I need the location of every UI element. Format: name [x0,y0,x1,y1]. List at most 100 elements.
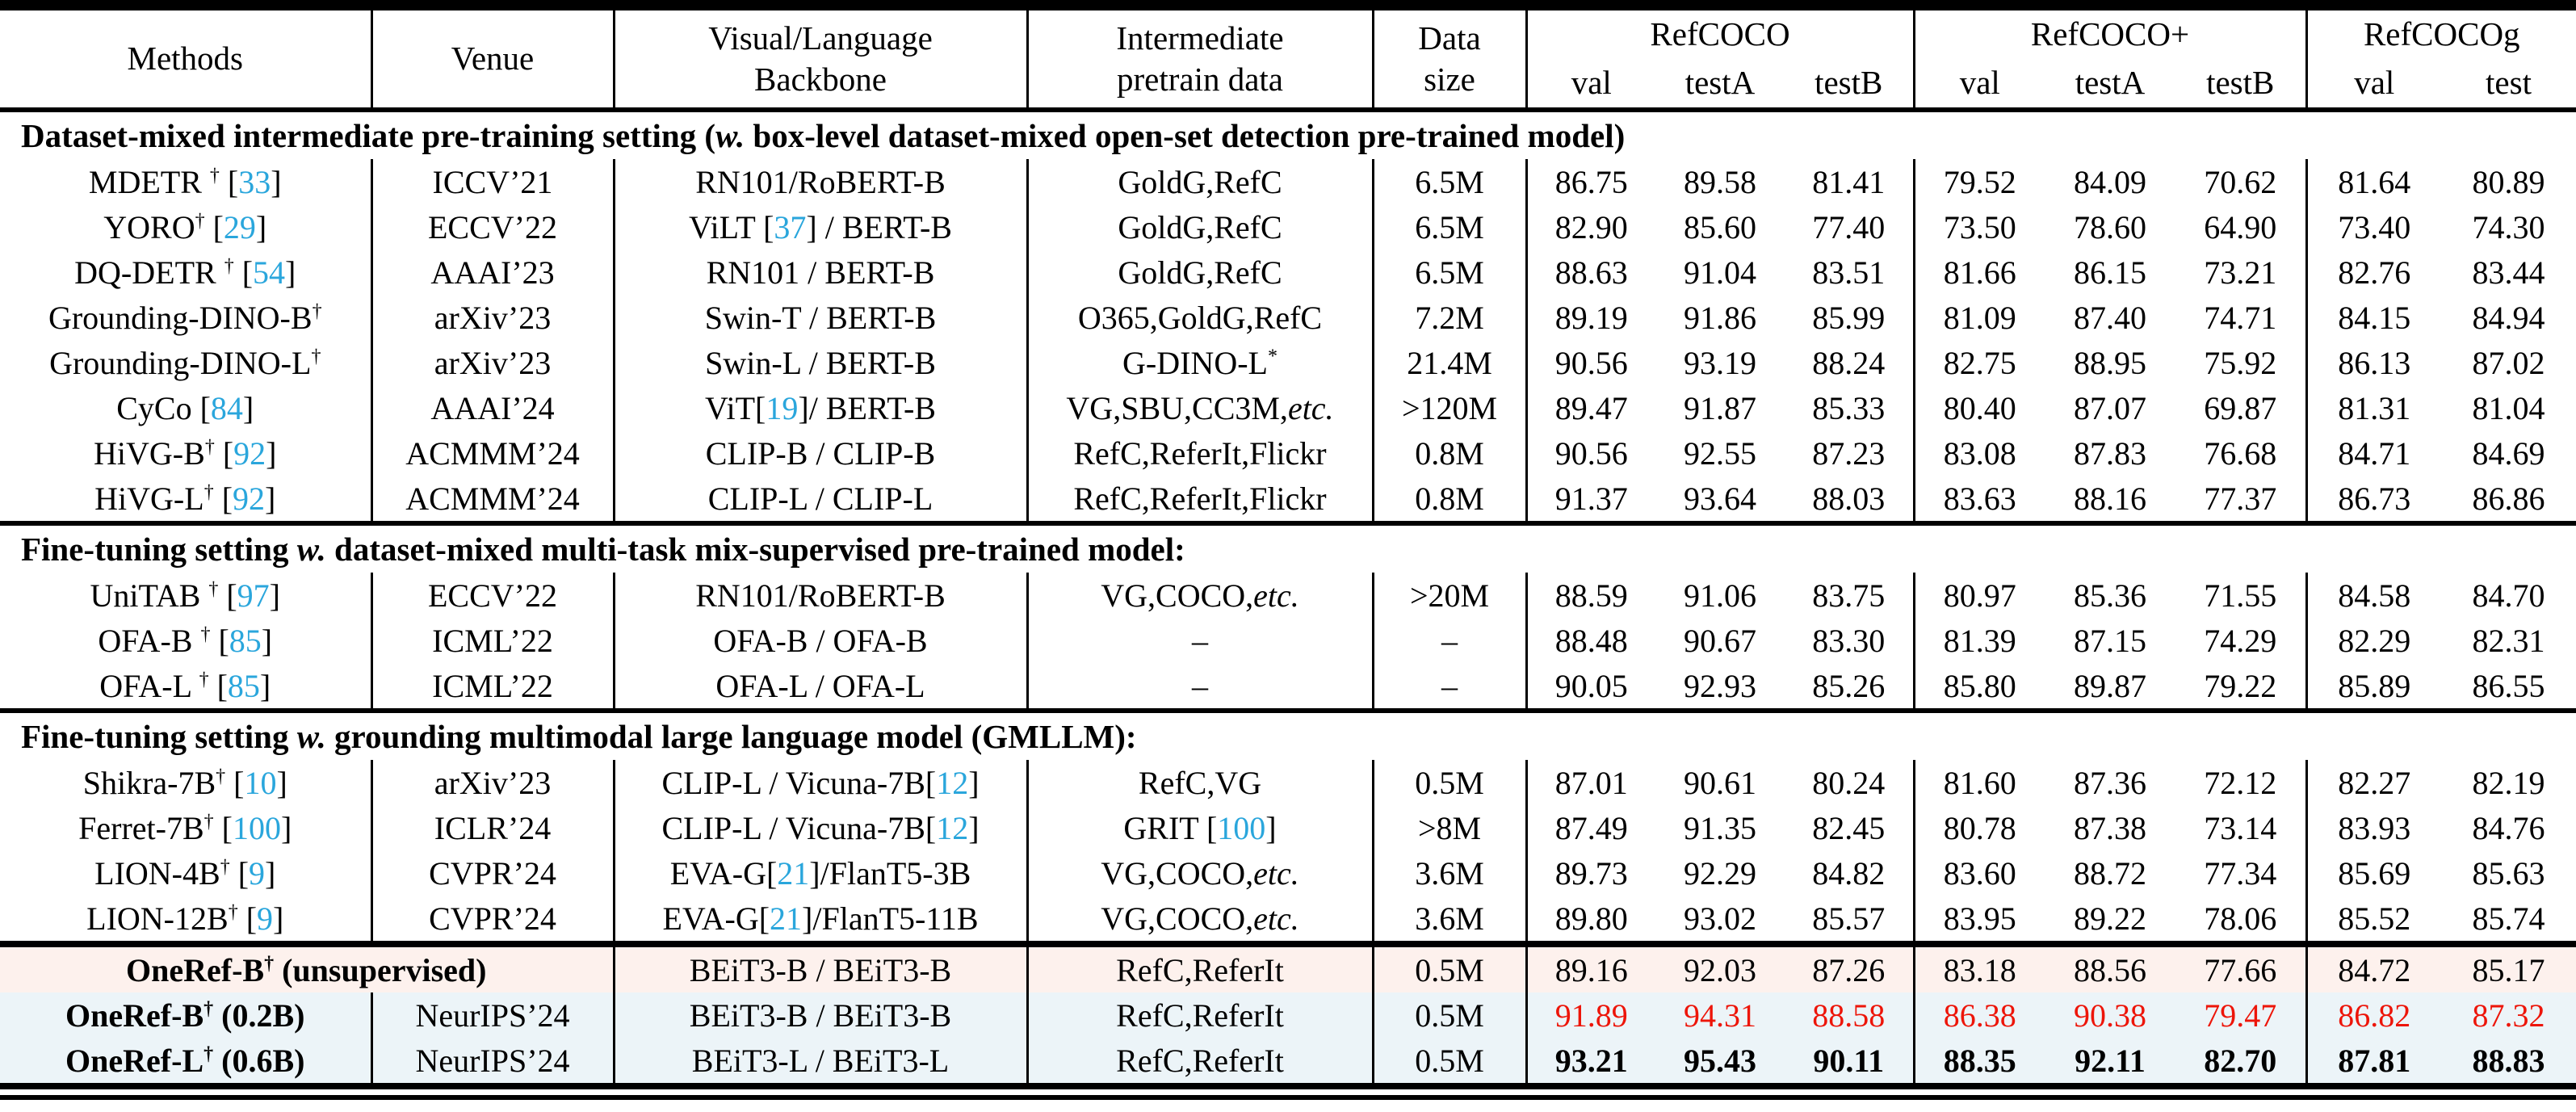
cell-refcocog-val: 84.72 [2305,947,2441,992]
table-row: UniTAB † [97] ECCV’22 RN101/RoBERT-B VG,COC… [0,573,2576,618]
col-header-refcocoplus: RefCOCO+ [1912,10,2306,59]
citation-link[interactable]: 85 [229,622,262,659]
cell-backbone: BEiT3-B / BEiT3-B [612,992,1027,1038]
cell-refcoco-val: 89.73 [1525,850,1655,896]
cell-backbone: CLIP-L / Vicuna-7B[12] [612,760,1027,805]
cell-method: YORO† [29] [103,208,267,245]
col-header-refcocog: RefCOCOg [2305,10,2576,59]
cell-datasize: – [1371,618,1526,663]
citation-link[interactable]: 21 [777,854,810,892]
citation-link[interactable]: 92 [233,480,266,517]
cell-refcoco-testa: 93.19 [1684,344,1756,381]
citation-link[interactable]: 19 [766,389,799,426]
cell-refcocog-test: 74.30 [2472,208,2545,245]
cell-refcocog-val: 85.89 [2305,663,2441,708]
section-title-row: Dataset-mixed intermediate pre-training … [0,112,2576,159]
citation-link[interactable]: 85 [227,667,260,704]
dagger-symbol: † [204,436,215,458]
dagger-symbol: † [264,953,275,975]
citation-link[interactable]: 33 [238,163,271,200]
cell-refcoco-val: 89.47 [1525,385,1655,430]
cell-refcoco-testb: 85.33 [1812,389,1886,426]
cell-refcoco-testb: 82.45 [1812,809,1886,846]
cell-refcocog-val: 86.82 [2305,992,2441,1038]
cell-refcocoplus-testa: 87.83 [2074,434,2146,472]
cell-refcocoplus-val: 80.97 [1912,573,2045,618]
cell-backbone: OFA-L / OFA-L [612,663,1027,708]
dagger-symbol: † [203,1043,214,1065]
cell-method: OFA-L † [85] [99,667,271,704]
cell-pretrain: GoldG,RefC [1026,250,1373,295]
cell-refcoco-testb: 87.23 [1812,434,1886,472]
cell-backbone: RN101 / BERT-B [612,250,1027,295]
cell-refcoco-val: 87.01 [1525,760,1655,805]
cell-refcoco-val: 88.48 [1525,618,1655,663]
cell-method: Grounding-DINO-L† [49,344,321,381]
cell-refcocoplus-testa: 87.15 [2074,622,2146,659]
citation-link[interactable]: 37 [774,208,807,245]
citation-link[interactable]: 9 [249,854,266,892]
cell-refcoco-val: 88.59 [1525,573,1655,618]
cell-venue: NeurIPS’24 [370,1038,614,1083]
cell-pretrain: GRIT [100] [1026,805,1373,850]
cell-backbone: CLIP-B / CLIP-B [612,430,1027,476]
cell-refcocoplus-testa: 89.22 [2074,900,2146,937]
cell-venue: ECCV’22 [370,573,614,618]
cell-refcoco-testb: 83.30 [1812,622,1886,659]
bottom-rule-gap [0,1089,2576,1095]
cell-pretrain: G-DINO-L* [1026,340,1373,385]
cell-refcocoplus-testa: 90.38 [2045,992,2175,1038]
cell-refcocoplus-val: 81.66 [1912,250,2045,295]
col-header-refcoco-testb: testB [1815,64,1883,102]
citation-link[interactable]: 10 [244,764,277,801]
cell-datasize: 6.5M [1371,159,1526,204]
cell-refcocoplus-testb: 64.90 [2204,208,2277,245]
cell-refcocog-val: 84.15 [2305,295,2441,340]
cell-refcoco-testb: 85.57 [1812,900,1886,937]
cell-method: UniTAB † [97] [90,577,280,614]
citation-link[interactable]: 54 [253,254,286,291]
citation-link[interactable]: 12 [936,764,969,801]
cell-refcoco-val: 91.37 [1525,476,1655,521]
cell-refcocoplus-testb: 79.47 [2175,992,2306,1038]
col-header-pretrain: Intermediate pretrain data [1026,10,1373,107]
cell-pretrain: RefC,ReferIt,Flickr [1026,430,1373,476]
citation-link[interactable]: 97 [237,577,270,614]
citation-link[interactable]: 100 [1217,809,1266,846]
cell-refcoco-val: 90.56 [1525,340,1655,385]
cell-refcocoplus-testb: 74.29 [2204,622,2277,659]
citation-link[interactable]: 92 [233,434,266,472]
star-symbol: * [1267,346,1278,367]
section-title: Dataset-mixed intermediate pre-training … [21,117,1626,154]
cell-refcocoplus-testb: 78.06 [2204,900,2277,937]
col-header-refcoco-testa: testA [1684,64,1756,102]
cell-datasize: 0.8M [1371,476,1526,521]
top-rule-row [0,0,2576,10]
citation-link[interactable]: 84 [210,389,243,426]
cell-pretrain: O365,GoldG,RefC [1026,295,1373,340]
citation-link[interactable]: 9 [257,900,274,937]
cell-venue: AAAI’23 [370,250,614,295]
cell-refcocoplus-testa: 78.60 [2074,208,2146,245]
cell-refcoco-testb: 88.58 [1785,992,1914,1038]
cell-refcoco-testa: 90.67 [1684,622,1756,659]
cell-pretrain: – [1026,618,1373,663]
cell-method: HiVG-B† [92] [94,434,277,472]
cell-refcoco-testa: 93.02 [1684,900,1756,937]
citation-link[interactable]: 21 [770,900,803,937]
table-row: Grounding-DINO-B† arXiv’23 Swin-T / BERT-B… [0,295,2576,340]
cell-datasize: >120M [1371,385,1526,430]
cell-pretrain: RefC,ReferIt,Flickr [1026,476,1373,521]
citation-link[interactable]: 100 [233,809,281,846]
cell-refcocoplus-testa: 87.36 [2074,764,2146,801]
citation-link[interactable]: 29 [223,208,256,245]
cell-refcocoplus-testb: 77.34 [2204,854,2277,892]
dagger-symbol: † [312,300,322,322]
cell-refcoco-testb: 83.75 [1812,577,1886,614]
citation-link[interactable]: 12 [936,809,969,846]
cell-method: LION-12B† [9] [86,900,284,937]
cell-refcocoplus-testb: 72.12 [2204,764,2277,801]
col-header-backbone: Visual/Language Backbone [612,10,1027,107]
cell-refcocog-test: 86.55 [2472,667,2545,704]
cell-refcocoplus-val: 83.08 [1912,430,2045,476]
